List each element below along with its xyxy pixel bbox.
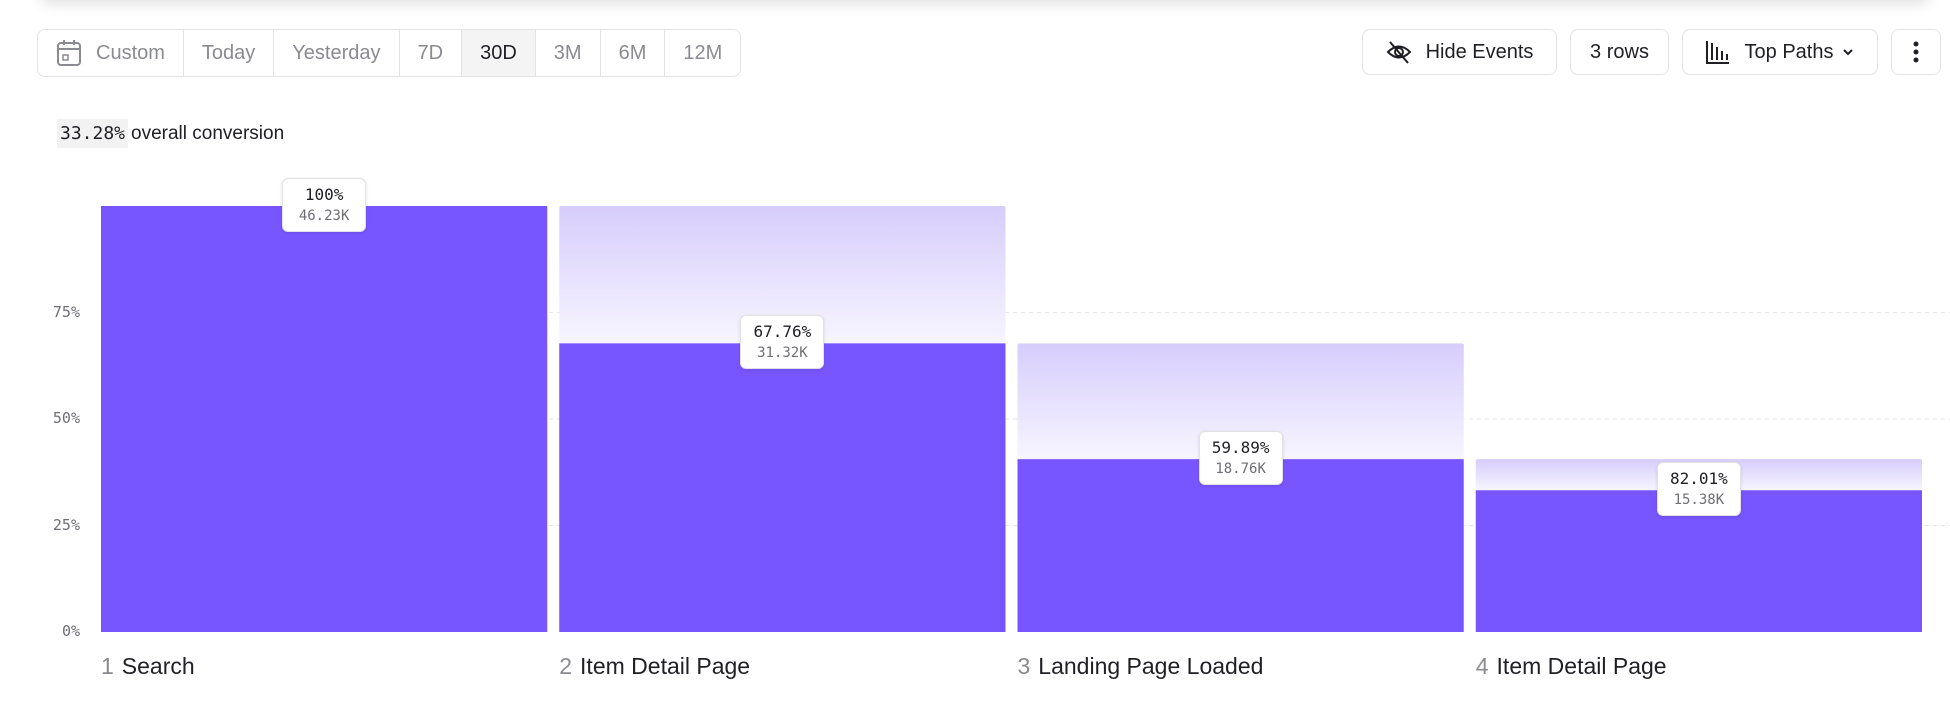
view-label: Top Paths	[1744, 40, 1834, 63]
hide-events-button[interactable]: Hide Events	[1362, 29, 1557, 75]
more-options-button[interactable]	[1891, 29, 1941, 75]
step-label[interactable]: 1 Search	[101, 653, 195, 680]
y-tick-label: 25%	[52, 515, 80, 534]
view-dropdown[interactable]: Top Paths	[1682, 29, 1878, 75]
range-6m[interactable]: 6M	[601, 30, 666, 76]
step-name: Search	[121, 653, 195, 679]
conversion-bar[interactable]	[1017, 459, 1464, 632]
range-label: Custom	[96, 41, 165, 64]
bar-data-label: 67.76% 31.32K	[740, 315, 825, 370]
step-conversion-label: 67.76%	[753, 322, 812, 342]
hide-events-label: Hide Events	[1425, 40, 1534, 63]
step-number: 1	[101, 653, 114, 679]
y-tick-label: 0%	[61, 622, 80, 640]
eye-off-icon	[1386, 41, 1411, 64]
step-number: 2	[559, 653, 573, 679]
step-conversion-label: 82.01%	[1669, 469, 1728, 489]
y-tick-label: 50%	[52, 409, 80, 427]
step-number: 3	[1017, 653, 1031, 679]
count-label: 46.23K	[298, 208, 350, 224]
step-name: Item Detail Page	[1496, 653, 1667, 679]
count-label: 15.38K	[1673, 492, 1725, 509]
date-range-selector: Custom Today Yesterday 7D 30D 3M 6M 12M	[37, 29, 742, 77]
dropoff-bar[interactable]	[559, 206, 1006, 344]
step-label[interactable]: 3 Landing Page Loaded	[1018, 653, 1264, 680]
count-label: 31.32K	[757, 345, 808, 362]
overall-conversion-label: overall conversion	[131, 122, 285, 144]
bar-data-label: 59.89% 18.76K	[1198, 431, 1283, 486]
step-label[interactable]: 4 Item Detail Page	[1476, 653, 1667, 680]
step-conversion-label: 59.89%	[1211, 438, 1270, 458]
step-name: Item Detail Page	[580, 653, 751, 679]
step-name: Landing Page Loaded	[1038, 653, 1264, 679]
range-custom[interactable]: Custom	[38, 30, 184, 76]
step-number: 4	[1475, 653, 1489, 679]
range-12m[interactable]: 12M	[683, 41, 723, 64]
overall-conversion: 33.28% overall conversion	[57, 119, 284, 148]
bar-data-label: 82.01% 15.38K	[1656, 462, 1741, 517]
conversion-bar[interactable]	[559, 343, 1006, 632]
range-3m[interactable]: 3M	[536, 30, 601, 76]
chevron-down-icon	[1843, 49, 1854, 56]
y-tick-label: 75%	[52, 302, 80, 321]
range-7d[interactable]: 7D	[400, 30, 463, 76]
calendar-icon	[57, 40, 81, 66]
rows-button[interactable]: 3 rows	[1570, 29, 1669, 75]
conversion-bar[interactable]	[101, 206, 548, 632]
bar-chart-icon	[1705, 41, 1729, 64]
step-conversion-label: 100%	[304, 185, 344, 204]
dropoff-bar[interactable]	[1017, 343, 1464, 460]
range-yesterday[interactable]: Yesterday	[274, 30, 400, 76]
range-30d[interactable]: 30D	[462, 30, 536, 76]
kebab-menu-icon	[1913, 41, 1919, 63]
overall-conversion-value: 33.28%	[57, 119, 129, 148]
range-today[interactable]: Today	[184, 30, 275, 76]
count-label: 18.76K	[1215, 461, 1266, 478]
bar-data-label: 100% 46.23K	[282, 178, 367, 232]
step-label[interactable]: 2 Item Detail Page	[559, 653, 750, 680]
